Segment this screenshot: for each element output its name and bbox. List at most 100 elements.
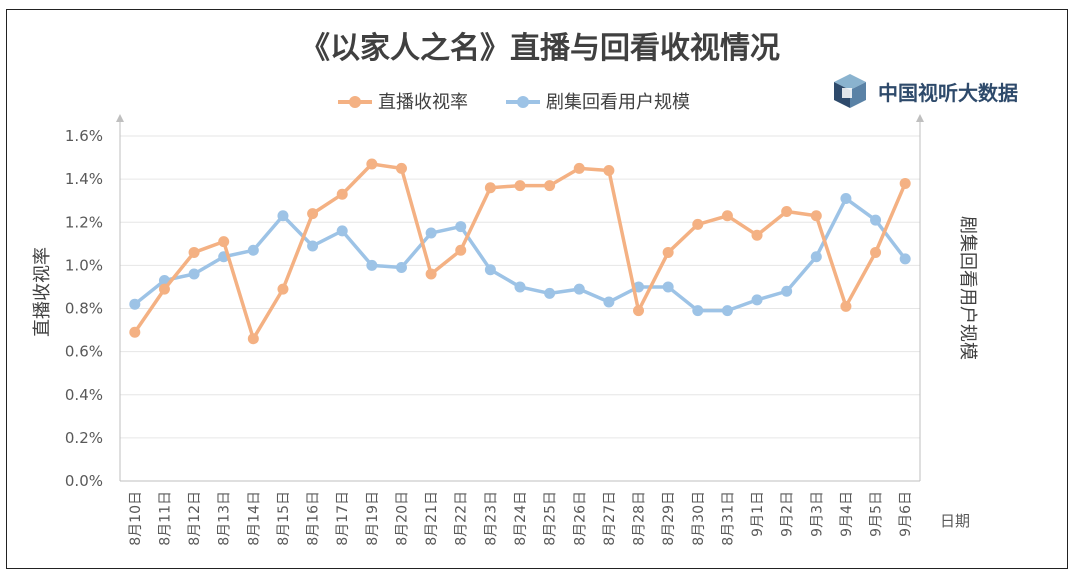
- x-tick-label: 8月19日: [365, 491, 381, 546]
- series-1-point[interactable]: [129, 326, 141, 338]
- series-1-point[interactable]: [810, 210, 822, 222]
- series-2-point[interactable]: [721, 305, 733, 317]
- series-1-point[interactable]: [425, 268, 437, 280]
- x-tick-label: 8月25日: [543, 491, 559, 546]
- gridlines: [120, 135, 920, 482]
- x-tick-label: 8月22日: [454, 491, 470, 546]
- series-2-point[interactable]: [129, 298, 141, 310]
- series-1-point[interactable]: [751, 229, 763, 241]
- x-tick-label: 8月28日: [632, 491, 648, 546]
- x-tick-label: 8月26日: [572, 491, 588, 546]
- x-tick-label: 9月2日: [780, 491, 796, 537]
- series-1-point[interactable]: [514, 180, 526, 192]
- series-2-point[interactable]: [662, 281, 674, 293]
- y-tick-label: 0.8%: [65, 300, 103, 318]
- cube-logo-icon: [834, 74, 866, 108]
- series-2-point[interactable]: [395, 262, 407, 274]
- x-tick-label: 8月29日: [661, 491, 677, 546]
- y-tick-label: 1.6%: [65, 127, 103, 145]
- series-2-point[interactable]: [544, 287, 556, 299]
- x-tick-label: 9月4日: [839, 491, 855, 537]
- brand-name: 中国视听大数据: [878, 81, 1018, 105]
- series-1-point[interactable]: [573, 162, 585, 174]
- series-2-point[interactable]: [336, 225, 348, 237]
- series-1-point[interactable]: [870, 246, 882, 258]
- series-2-point[interactable]: [751, 294, 763, 306]
- series-2-point[interactable]: [810, 251, 822, 263]
- y-tick-label: 1.0%: [65, 256, 103, 274]
- y-tick-label: 0.0%: [65, 472, 103, 490]
- series-1-point[interactable]: [158, 283, 170, 295]
- series-1-point[interactable]: [247, 333, 259, 345]
- series-1-point[interactable]: [218, 236, 230, 248]
- x-tick-label: 8月11日: [157, 491, 173, 546]
- y2-axis-arrow: [916, 114, 924, 122]
- series-1-point[interactable]: [484, 182, 496, 194]
- x-tick-label: 8月20日: [394, 491, 410, 546]
- series-2-point[interactable]: [603, 296, 615, 308]
- x-tick-label: 8月14日: [246, 491, 262, 546]
- y-tick-label: 1.2%: [65, 213, 103, 231]
- series-2-point[interactable]: [188, 268, 200, 280]
- series-2-point[interactable]: [277, 210, 289, 222]
- series-1-point[interactable]: [395, 162, 407, 174]
- y-tick-label: 0.2%: [65, 429, 103, 447]
- brand-logo: 中国视听大数据: [834, 74, 1018, 108]
- series-2-point[interactable]: [484, 264, 496, 276]
- series-2-point[interactable]: [692, 305, 704, 317]
- y-axis-title: 直播收视率: [32, 247, 53, 337]
- x-tick-label: 8月23日: [483, 491, 499, 546]
- x-tick-label: 8月10日: [128, 491, 144, 546]
- series-2-point[interactable]: [514, 281, 526, 293]
- x-tick-label: 8月17日: [335, 491, 351, 546]
- series-1-point[interactable]: [721, 210, 733, 222]
- x-tick-label: 8月30日: [691, 491, 707, 546]
- series-2-point[interactable]: [425, 227, 437, 239]
- series-1-point[interactable]: [692, 218, 704, 230]
- legend-label-series-1: 直播收视率: [378, 92, 468, 113]
- y-tick-label: 0.6%: [65, 343, 103, 361]
- series-1-point[interactable]: [307, 208, 319, 220]
- series-2-point[interactable]: [573, 283, 585, 295]
- series-2-point[interactable]: [455, 221, 467, 233]
- series-1-point[interactable]: [188, 246, 200, 258]
- series-1-point[interactable]: [899, 177, 911, 189]
- series-2-point[interactable]: [870, 214, 882, 226]
- series-2-point[interactable]: [307, 240, 319, 252]
- series-1-point[interactable]: [603, 165, 615, 176]
- x-tick-label: 8月24日: [513, 491, 529, 546]
- x-tick-label: 9月6日: [898, 491, 914, 537]
- series-2-point[interactable]: [366, 259, 378, 271]
- series-1-point[interactable]: [781, 205, 793, 217]
- y-axis-ticks: 0.0% 0.2% 0.4% 0.6% 0.8% 1.0% 1.2% 1.4% 1.6%: [65, 127, 103, 490]
- x-tick-label: 8月13日: [217, 491, 233, 546]
- series-1-point[interactable]: [455, 244, 467, 256]
- x-tick-label: 8月15日: [276, 491, 292, 546]
- x-tick-label: 8月31日: [720, 491, 736, 546]
- legend: 直播收视率 剧集回看用户规模: [338, 92, 690, 113]
- series-1-point[interactable]: [366, 158, 378, 170]
- series-1-point[interactable]: [840, 300, 852, 312]
- legend-item-series-2[interactable]: 剧集回看用户规模: [506, 92, 690, 113]
- series-1-point[interactable]: [662, 246, 674, 258]
- series-2-point[interactable]: [840, 193, 852, 205]
- series-2-point[interactable]: [247, 244, 259, 256]
- y-axis-arrow: [116, 114, 124, 122]
- series-1-point[interactable]: [633, 305, 645, 317]
- series-2-point[interactable]: [781, 285, 793, 297]
- series-2-point[interactable]: [899, 253, 911, 265]
- x-tick-label: 8月12日: [187, 491, 203, 546]
- x-axis-title: 日期: [940, 512, 970, 530]
- series-1-point[interactable]: [336, 188, 348, 200]
- x-tick-label: 9月1日: [750, 491, 766, 537]
- series-1-point[interactable]: [544, 180, 556, 192]
- series-1-point[interactable]: [277, 283, 289, 295]
- x-axis-ticks: 8月10日 8月11日 8月12日 8月13日 8月14日 8月15日 8月16日 8月17日…: [128, 491, 914, 546]
- y-tick-label: 1.4%: [65, 170, 103, 188]
- legend-label-series-2: 剧集回看用户规模: [546, 92, 690, 113]
- x-tick-label: 9月3日: [809, 491, 825, 537]
- x-tick-label: 8月27日: [602, 491, 618, 546]
- legend-item-series-1[interactable]: 直播收视率: [338, 92, 468, 113]
- axes: [116, 114, 924, 482]
